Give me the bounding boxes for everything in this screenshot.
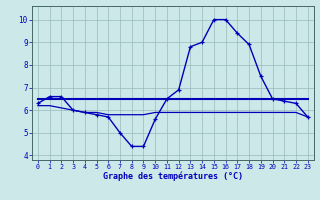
X-axis label: Graphe des températures (°C): Graphe des températures (°C) — [103, 172, 243, 181]
